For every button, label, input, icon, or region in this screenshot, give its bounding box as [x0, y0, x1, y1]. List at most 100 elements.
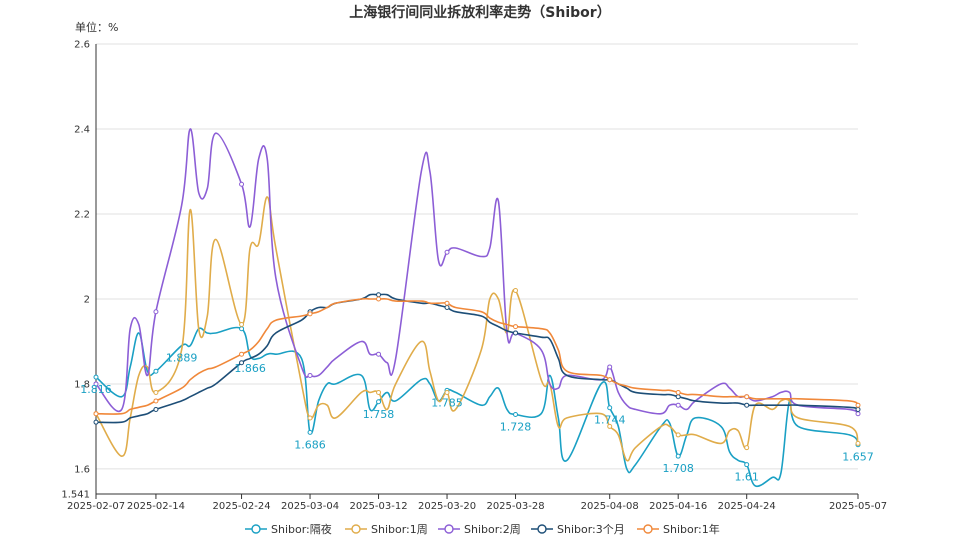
series-0-point [239, 326, 245, 332]
series-1-point [855, 440, 861, 446]
series-2-point [376, 351, 382, 357]
series-0-point [376, 399, 382, 405]
series-4-point [607, 377, 613, 383]
series-2-point [307, 372, 313, 378]
x-tick-label: 2025-04-16 [649, 501, 707, 512]
data-label: 1.61 [734, 471, 759, 484]
series-3-point [513, 330, 519, 336]
data-label: 1.758 [363, 408, 395, 421]
series-4-point [675, 389, 681, 395]
series-4-point [93, 411, 99, 417]
series-3-point [93, 419, 99, 425]
x-tick-label: 2025-03-04 [281, 501, 339, 512]
series-2-point [93, 381, 99, 387]
x-tick-label: 2025-03-20 [418, 501, 476, 512]
legend-label: Shibor:1周 [371, 523, 428, 536]
series-0-point [675, 453, 681, 459]
y-tick-label: 1.6 [74, 464, 90, 475]
series-3-point [675, 394, 681, 400]
series-2-point [444, 249, 450, 255]
series-4-point [855, 402, 861, 408]
series-1-point [153, 389, 159, 395]
series-1-point [444, 389, 450, 395]
series-1-point [239, 321, 245, 327]
axes [95, 44, 858, 495]
series-4-point [153, 398, 159, 404]
series-2-point [675, 402, 681, 408]
series-4-point [307, 311, 313, 317]
x-tick-label: 2025-04-24 [718, 501, 776, 512]
series-3-point [376, 292, 382, 298]
legend-swatch-marker [351, 524, 361, 534]
series-0-point [607, 405, 613, 411]
series-0-point [744, 462, 750, 468]
legend-item[interactable]: Shibor:3个月 [531, 523, 625, 536]
data-labels: 1.816 1.889 1.866 1.686 1.758 1.785 1.728 1.744… [80, 352, 874, 484]
series-3-point [855, 406, 861, 412]
x-tick-label: 2025-02-14 [127, 501, 185, 512]
chart-title: 上海银行间同业拆放利率走势（Shibor） [349, 4, 610, 21]
data-label: 1.657 [842, 451, 874, 464]
y-axis-ticks: 1.541 1.6 1.8 2 2.2 2.4 2.6 [61, 40, 90, 501]
legend-label: Shibor:3个月 [557, 523, 625, 536]
series-0-point [93, 374, 99, 380]
gridlines [96, 43, 858, 470]
legend-item[interactable]: Shibor:隔夜 [245, 522, 332, 536]
x-tick-label: 2025-03-12 [349, 501, 407, 512]
series-4-line [95, 297, 859, 415]
series-3-line [95, 293, 859, 424]
series-lines [93, 128, 861, 488]
x-tick-label: 2025-03-28 [486, 501, 544, 512]
legend[interactable]: Shibor:隔夜 Shibor:1周 Shibor:2周 Shibor:3个月 Shi… [245, 522, 720, 536]
series-4-point [239, 351, 245, 357]
x-axis-ticks: 2025-02-07 2025-02-14 2025-02-24 2025-03-04… [67, 494, 887, 512]
x-tick-label: 2025-02-07 [67, 501, 125, 512]
data-label: 1.866 [234, 362, 266, 375]
series-1-point [513, 287, 519, 293]
data-label: 1.728 [500, 421, 532, 434]
series-1-point [307, 415, 313, 421]
series-2-point [153, 309, 159, 315]
series-1-point [744, 445, 750, 451]
series-3-point [239, 360, 245, 366]
series-1-point [607, 423, 613, 429]
y-tick-label: 2 [84, 294, 90, 305]
x-tick-label: 2025-04-08 [581, 501, 639, 512]
series-2-point [239, 181, 245, 187]
data-label: 1.816 [80, 383, 112, 396]
series-4-point [376, 296, 382, 302]
legend-swatch-marker [643, 524, 653, 534]
series-3-point [444, 304, 450, 310]
y-tick-label: 2.4 [74, 124, 90, 135]
series-0-point [153, 368, 159, 374]
series-0-line [95, 326, 859, 488]
series-3-point [153, 406, 159, 412]
legend-item[interactable]: Shibor:1周 [345, 523, 428, 536]
data-label: 1.686 [294, 438, 326, 451]
series-1-point [376, 389, 382, 395]
unit-label: 单位：% [75, 20, 118, 34]
legend-item[interactable]: Shibor:2周 [438, 523, 521, 536]
y-tick-label: 1.541 [61, 490, 90, 501]
legend-swatch-marker [537, 524, 547, 534]
legend-item[interactable]: Shibor:1年 [637, 522, 720, 536]
data-label: 1.785 [431, 396, 463, 409]
series-4-point [744, 394, 750, 400]
y-tick-label: 2.6 [74, 40, 90, 51]
series-3-point [744, 402, 750, 408]
series-1-line [95, 196, 859, 462]
series-4-point [444, 300, 450, 306]
x-tick-label: 2025-02-24 [212, 501, 270, 512]
legend-label: Shibor:1年 [663, 522, 720, 536]
series-2-point [607, 364, 613, 370]
series-1-point [675, 432, 681, 438]
legend-swatch-marker [251, 524, 261, 534]
legend-label: Shibor:隔夜 [271, 522, 332, 536]
series-4-point [513, 324, 519, 330]
y-tick-label: 2.2 [74, 209, 90, 220]
legend-label: Shibor:2周 [464, 523, 521, 536]
y-tick-label: 1.8 [74, 379, 90, 390]
series-2-point [855, 411, 861, 417]
data-label: 1.708 [662, 462, 694, 475]
